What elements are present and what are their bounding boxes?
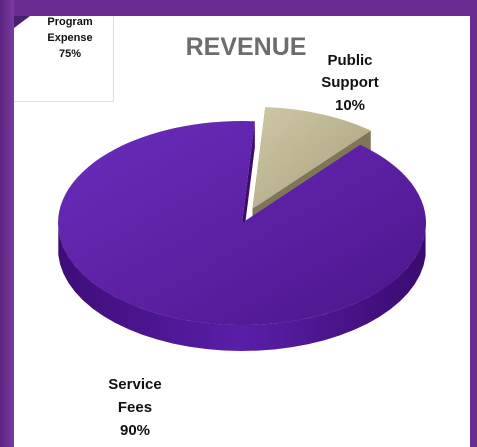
- chart-title: REVENUE: [186, 33, 307, 61]
- slice-label-line: 90%: [120, 422, 150, 439]
- chart-panel: REVENUE Public Support 10% Service Fees …: [14, 16, 470, 447]
- slice-label-public-support: Public Support 10%: [321, 52, 379, 114]
- revenue-pie-chart: REVENUE Public Support 10% Service Fees …: [58, 33, 427, 439]
- inset-label-line: Program: [47, 16, 93, 28]
- slice-label-line: Support: [321, 74, 379, 91]
- pie-slice-public-support: [252, 106, 371, 209]
- slice-label-line: Public: [327, 52, 372, 69]
- inset-label: Program Expense 75%: [34, 14, 106, 62]
- inset-label-line: Expense: [47, 32, 93, 44]
- pie-slice-side-1: [58, 228, 426, 351]
- slice-label-line: Service: [108, 376, 161, 393]
- slice-label-line: Fees: [118, 399, 152, 416]
- pie-slice-service-fees: [58, 121, 427, 325]
- left-border-stripe: [0, 0, 14, 447]
- right-border-stripe: [470, 0, 477, 447]
- inset-label-line: 75%: [58, 48, 82, 60]
- inset-wedge: [14, 16, 30, 28]
- program-expense-inset: Program Expense 75%: [14, 16, 114, 102]
- slice-label-line: 10%: [335, 97, 365, 114]
- slice-label-service-fees: Service Fees 90%: [108, 376, 161, 439]
- pie-slices: [58, 106, 427, 351]
- pie-slice-face-1-1: [242, 121, 255, 249]
